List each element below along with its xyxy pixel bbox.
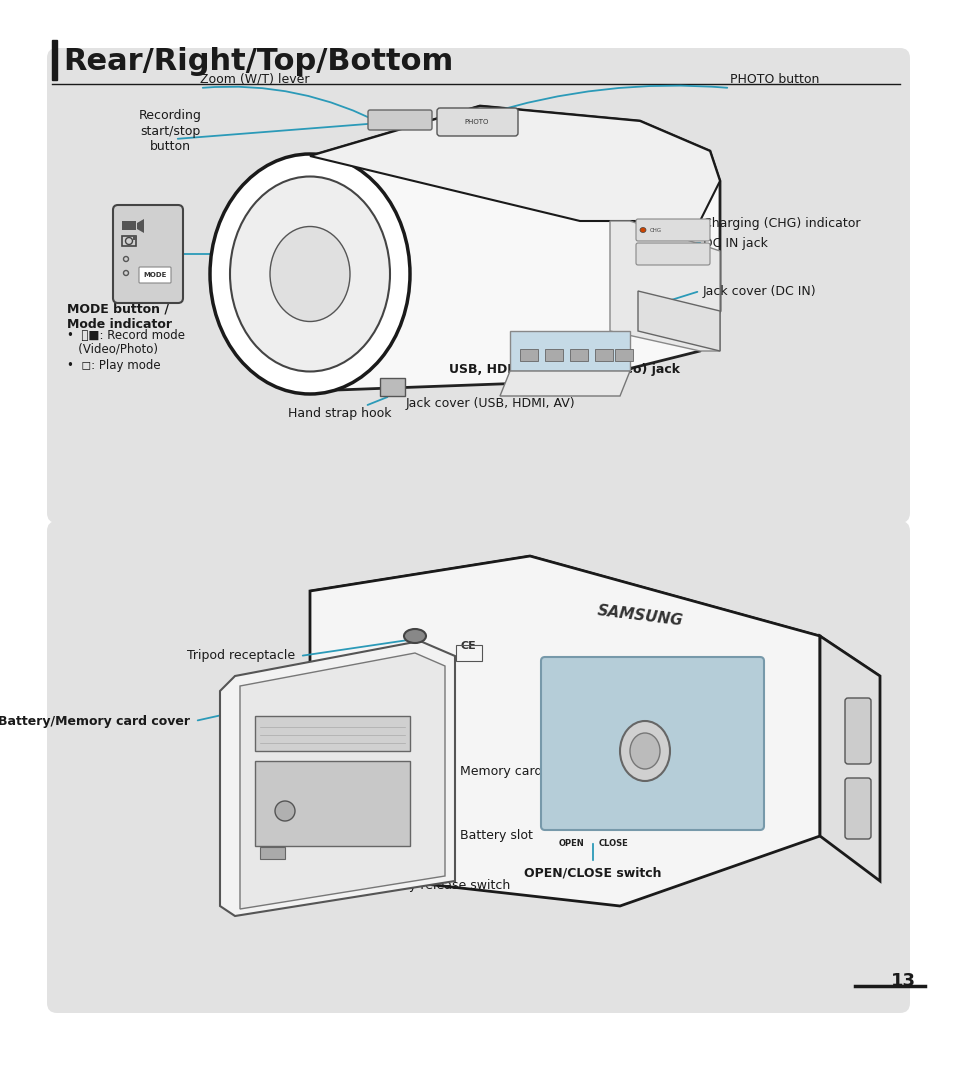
Text: PHOTO button: PHOTO button — [729, 73, 819, 86]
FancyBboxPatch shape — [844, 698, 870, 764]
FancyBboxPatch shape — [47, 521, 909, 1014]
Text: Charging (CHG) indicator: Charging (CHG) indicator — [702, 216, 860, 229]
PathPatch shape — [638, 291, 720, 351]
FancyBboxPatch shape — [436, 108, 517, 136]
Bar — [456, 645, 481, 661]
FancyBboxPatch shape — [368, 110, 432, 130]
Bar — [379, 377, 405, 396]
Text: (Video/Photo): (Video/Photo) — [67, 343, 158, 356]
Text: MODE: MODE — [143, 272, 167, 278]
Text: OPEN: OPEN — [558, 839, 584, 848]
PathPatch shape — [220, 642, 455, 916]
Bar — [132, 236, 137, 240]
Text: USB, HDMI, AV(Audio/Video) jack: USB, HDMI, AV(Audio/Video) jack — [449, 363, 679, 376]
Bar — [254, 762, 410, 846]
Text: CE: CE — [459, 642, 476, 651]
Text: •  ⬛■: Record mode: • ⬛■: Record mode — [67, 329, 185, 341]
Bar — [122, 221, 136, 230]
Text: MODE button /
Mode indicator: MODE button / Mode indicator — [67, 303, 172, 331]
Bar — [260, 847, 285, 859]
FancyBboxPatch shape — [540, 657, 763, 830]
FancyBboxPatch shape — [636, 243, 709, 265]
FancyBboxPatch shape — [139, 267, 171, 283]
Ellipse shape — [639, 228, 645, 232]
Bar — [544, 349, 562, 361]
Text: OPEN/CLOSE switch: OPEN/CLOSE switch — [524, 866, 661, 879]
Text: CHG: CHG — [649, 228, 661, 232]
Text: Battery slot: Battery slot — [459, 829, 533, 842]
Ellipse shape — [230, 177, 390, 372]
FancyBboxPatch shape — [112, 205, 183, 303]
FancyBboxPatch shape — [636, 219, 709, 241]
Bar — [615, 349, 633, 361]
Bar — [519, 349, 537, 361]
Text: Jack cover (DC IN): Jack cover (DC IN) — [702, 285, 816, 298]
Text: CLOSE: CLOSE — [598, 839, 628, 848]
Text: Hand strap hook: Hand strap hook — [288, 407, 392, 420]
Text: Battery release switch: Battery release switch — [370, 879, 510, 892]
PathPatch shape — [820, 636, 879, 882]
Ellipse shape — [629, 733, 659, 769]
Bar — [52, 40, 57, 80]
Bar — [595, 349, 613, 361]
PathPatch shape — [310, 106, 720, 391]
Text: Jack cover (USB, HDMI, AV): Jack cover (USB, HDMI, AV) — [405, 397, 575, 410]
Text: Rear/Right/Top/Bottom: Rear/Right/Top/Bottom — [63, 48, 453, 76]
Bar — [254, 716, 410, 751]
Text: 13: 13 — [890, 972, 915, 990]
Text: Zoom (W/T) lever: Zoom (W/T) lever — [200, 73, 309, 86]
Bar — [569, 349, 587, 361]
Text: Memory card slot: Memory card slot — [459, 765, 568, 778]
Text: Recording
start/stop
button: Recording start/stop button — [138, 109, 201, 153]
Text: •  ◻: Play mode: • ◻: Play mode — [67, 359, 160, 372]
PathPatch shape — [499, 371, 629, 396]
Ellipse shape — [274, 801, 294, 822]
Text: SAMSUNG: SAMSUNG — [596, 603, 683, 628]
Text: PHOTO: PHOTO — [464, 119, 489, 125]
PathPatch shape — [609, 221, 720, 351]
PathPatch shape — [310, 106, 720, 221]
PathPatch shape — [310, 556, 879, 676]
Ellipse shape — [619, 721, 669, 781]
Text: Tripod receptacle: Tripod receptacle — [187, 649, 294, 662]
Ellipse shape — [210, 154, 410, 394]
Text: Battery/Memory card cover: Battery/Memory card cover — [0, 715, 190, 728]
Ellipse shape — [403, 630, 426, 643]
Bar — [122, 236, 136, 245]
PathPatch shape — [510, 331, 629, 371]
Text: DC IN jack: DC IN jack — [702, 237, 767, 250]
Ellipse shape — [270, 227, 350, 322]
FancyBboxPatch shape — [844, 778, 870, 839]
PathPatch shape — [240, 654, 444, 909]
FancyBboxPatch shape — [47, 48, 909, 523]
Polygon shape — [137, 219, 144, 233]
PathPatch shape — [310, 556, 820, 906]
